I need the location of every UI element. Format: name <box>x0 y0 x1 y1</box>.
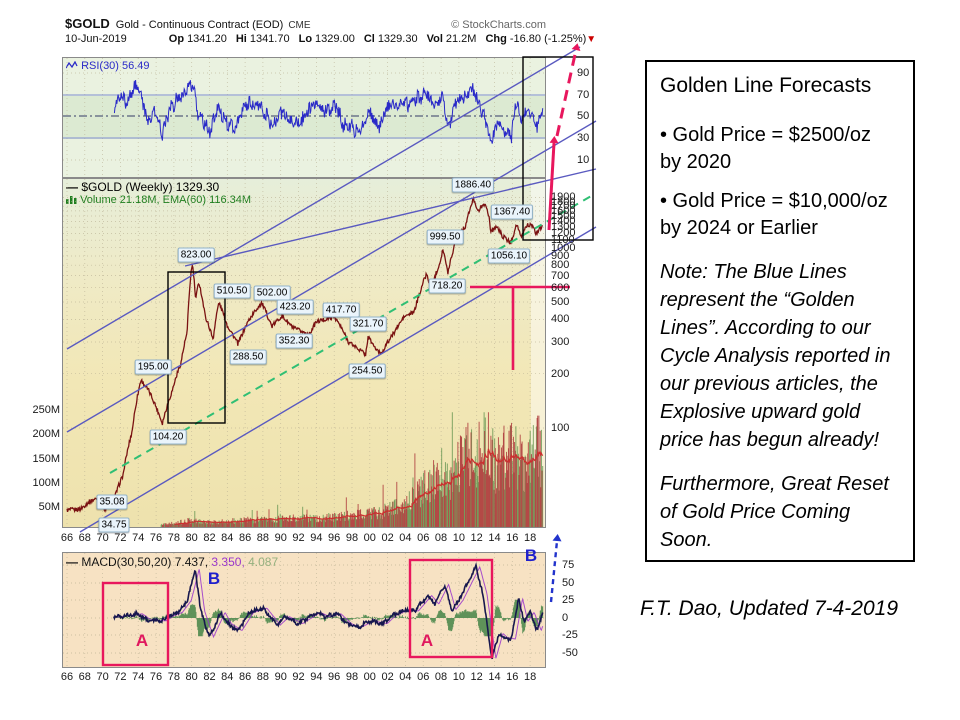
macd-legend-dash-icon: — <box>66 555 78 569</box>
quote-vol-label: Vol <box>426 33 443 45</box>
quote-cl-value: 1329.30 <box>377 33 418 45</box>
quote-op-label: Op <box>168 33 185 45</box>
rsi-icon <box>65 60 78 69</box>
price-legend: — $GOLD (Weekly) 1329.30 <box>66 180 220 194</box>
quote-date: 10-Jun-2019 <box>65 33 127 45</box>
rsi-legend: RSI(30) 56.49 <box>65 60 150 72</box>
chart-header-row2: 10-Jun-2019 Op 1341.20 Hi 1341.70 Lo 1329.00 C… <box>65 33 596 45</box>
quote-lo-value: 1329.00 <box>315 33 355 45</box>
forecast-box: Golden Line Forecasts • Gold Price = $25… <box>645 60 915 562</box>
quote-vol-value: 21.2M <box>445 33 477 45</box>
forecast-bullet-10000: • Gold Price = $10,000/oz by 2024 or Ear… <box>660 190 888 239</box>
macd-signal-value: 3.350, <box>208 555 245 569</box>
quote-chg-value: -16.80 (-1.25%) <box>509 33 587 45</box>
forecast-bullet-2500: • Gold Price = $2500/oz by 2020 <box>660 124 872 173</box>
instrument-name: Gold - Continuous Contract (EOD) <box>115 19 284 31</box>
quote-op-value: 1341.20 <box>187 33 227 45</box>
price-legend-dash-icon: — <box>66 180 78 194</box>
forecast-note: Note: The Blue Lines represent the “Gold… <box>660 261 891 451</box>
quote-chg-label: Chg <box>485 33 507 45</box>
quote-hi-label: Hi <box>235 33 247 45</box>
quote-lo-label: Lo <box>298 33 313 45</box>
exchange-label: CME <box>288 20 311 31</box>
change-down-arrow-icon: ▼ <box>586 34 597 45</box>
chart-header-row1: $GOLD Gold - Continuous Contract (EOD) C… <box>65 16 546 31</box>
forecast-title: Golden Line Forecasts <box>660 74 872 97</box>
ohlc-quote: Op 1341.20 Hi 1341.70 Lo 1329.00 Cl 1329.30 Vol 2… <box>169 33 587 45</box>
quote-hi-value: 1341.70 <box>249 33 290 45</box>
quote-cl-label: Cl <box>363 33 375 45</box>
author-signature: F.T. Dao, Updated 7-4-2019 <box>640 597 899 620</box>
symbol-label: $GOLD <box>65 16 110 31</box>
copyright-label: © StockCharts.com <box>451 19 546 31</box>
forecast-note-2: Furthermore, Great Reset of Gold Price C… <box>660 473 889 551</box>
